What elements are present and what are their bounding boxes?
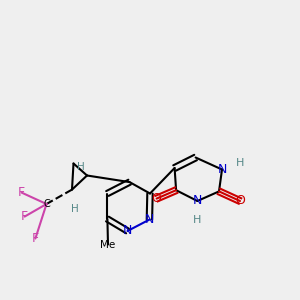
Text: F: F — [18, 186, 25, 199]
Text: H: H — [70, 204, 78, 214]
Text: F: F — [32, 232, 39, 245]
Text: N: N — [145, 213, 154, 226]
Text: H: H — [193, 214, 202, 225]
Text: O: O — [152, 192, 161, 205]
Text: F: F — [21, 210, 28, 223]
Text: O: O — [235, 194, 245, 208]
Text: N: N — [193, 194, 202, 208]
Text: C: C — [43, 199, 50, 209]
Text: H: H — [236, 158, 244, 168]
Text: H: H — [77, 161, 85, 172]
Text: N: N — [217, 163, 227, 176]
Text: Me: Me — [100, 239, 116, 250]
Text: N: N — [123, 224, 132, 238]
